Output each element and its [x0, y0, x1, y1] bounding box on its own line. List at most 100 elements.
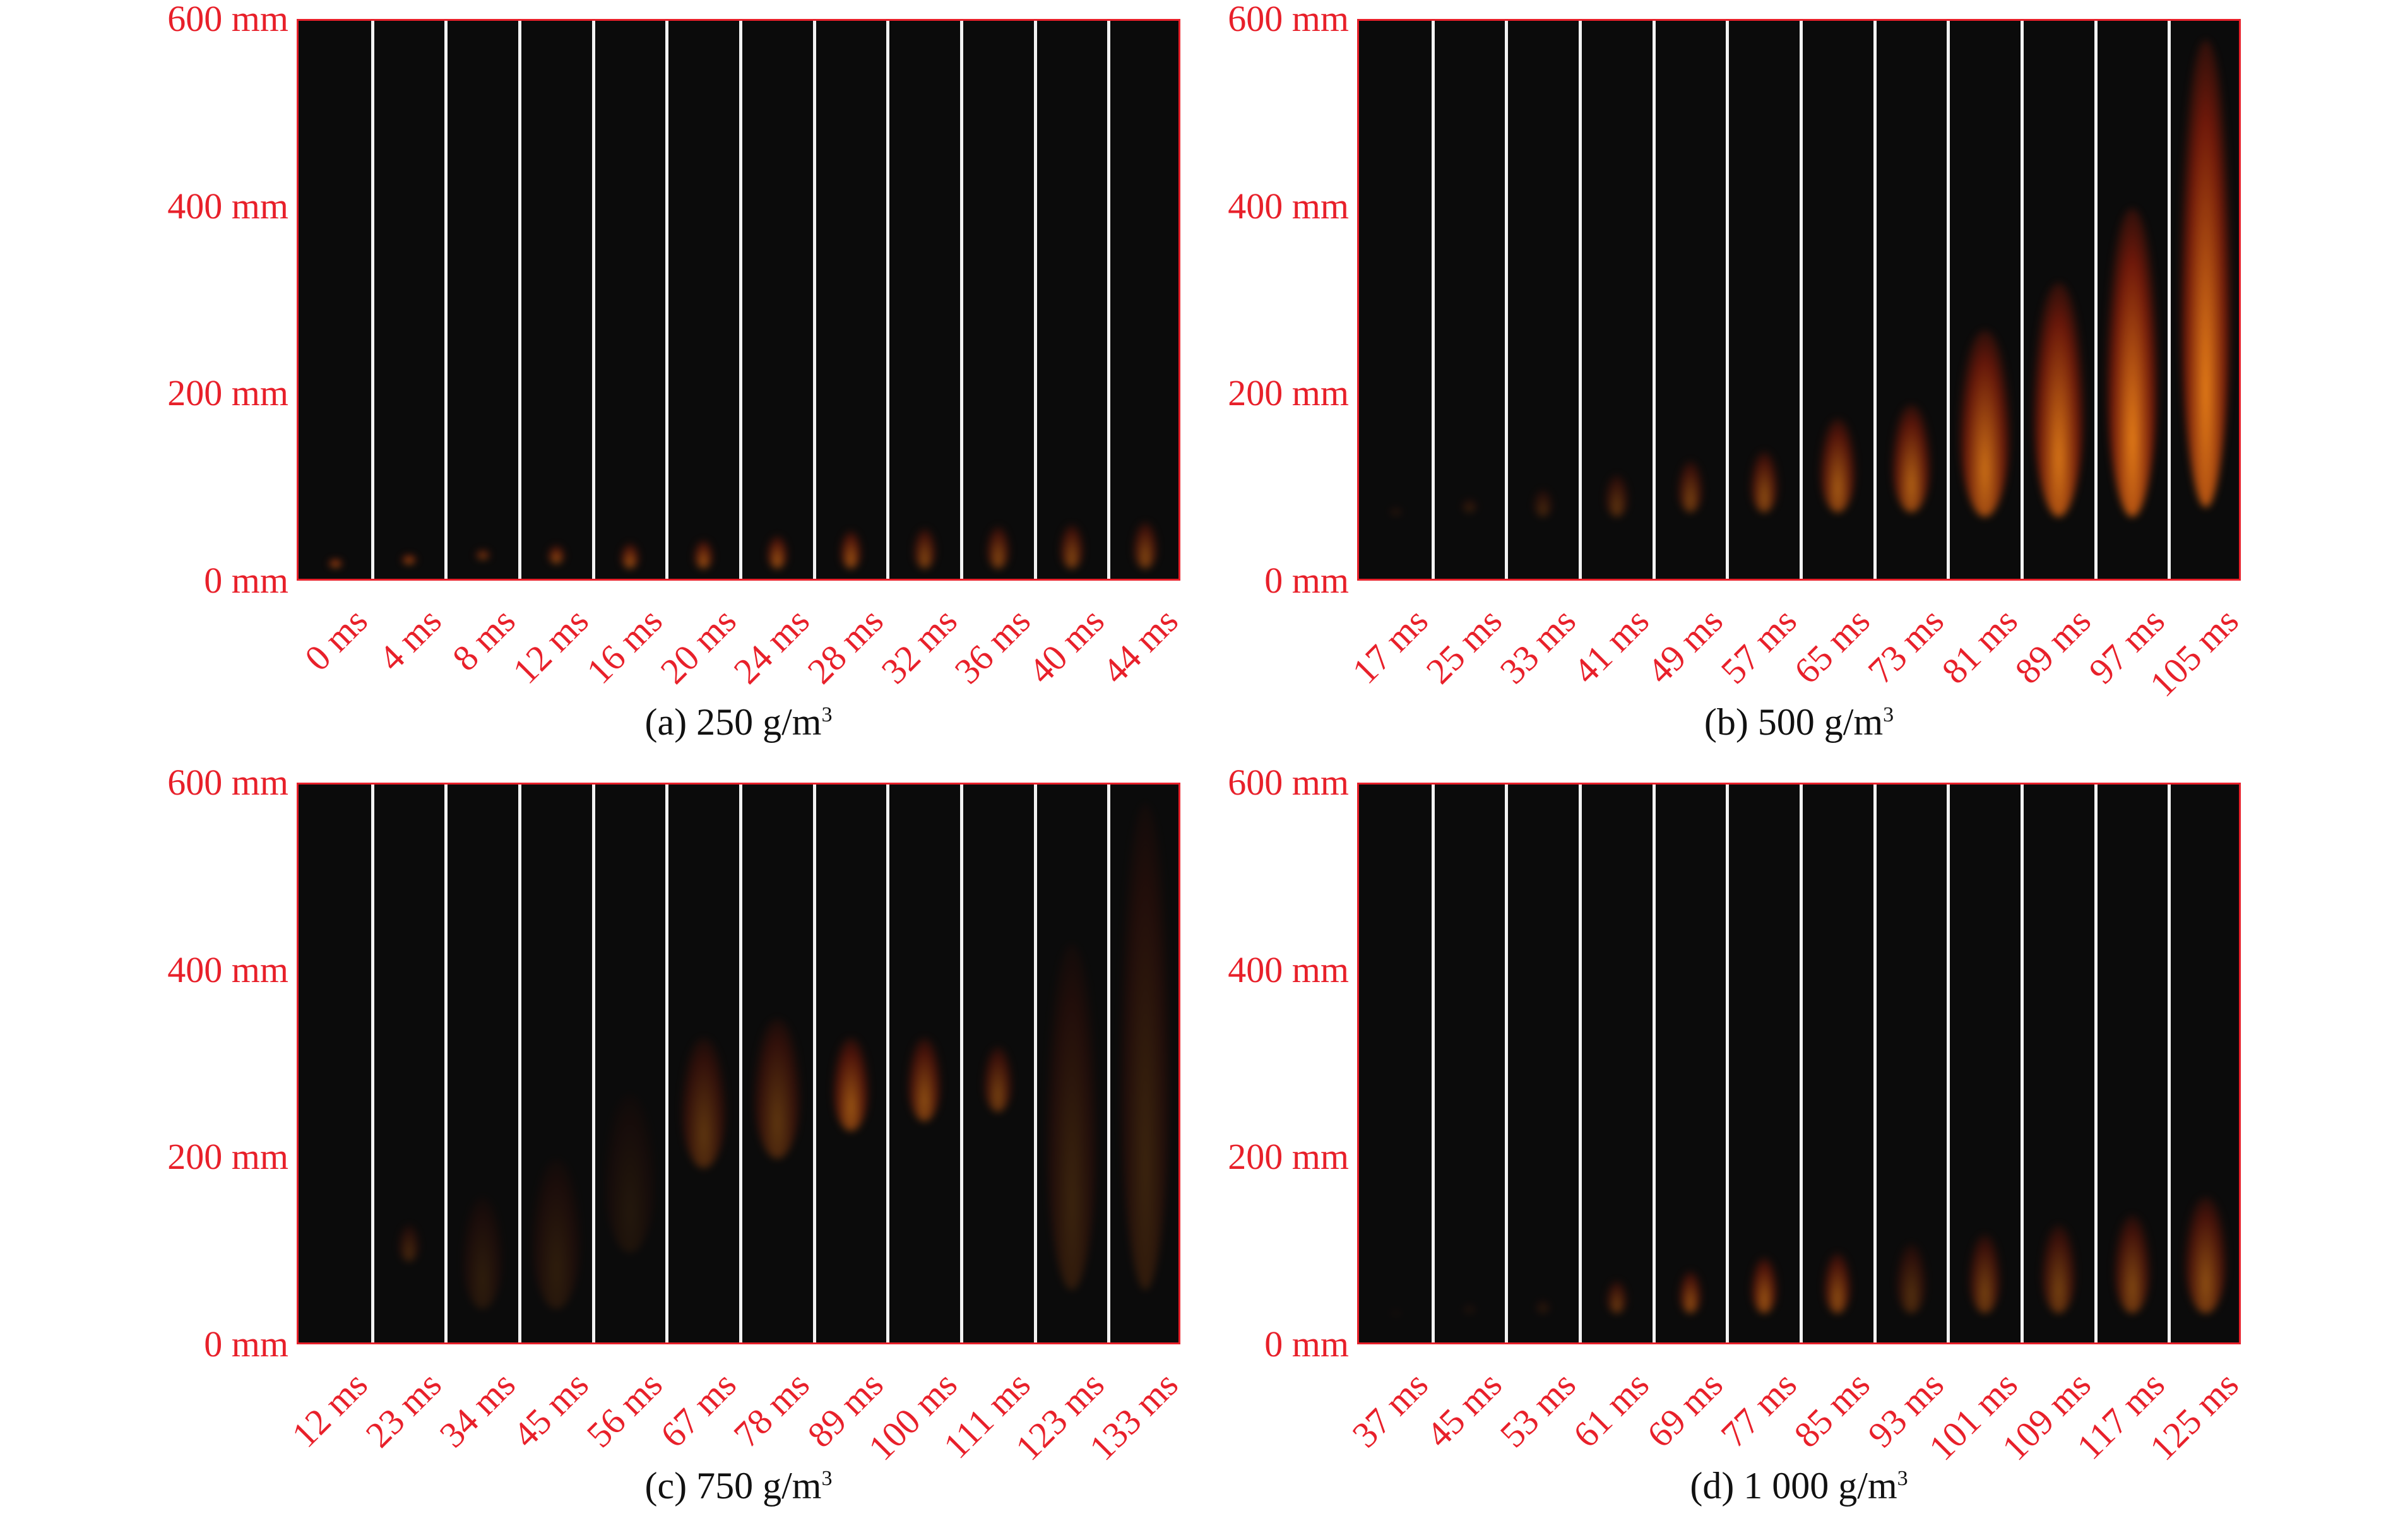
image-sequence: [1357, 783, 2241, 1344]
flame-plume: [1678, 1271, 1702, 1314]
frame-separator: [812, 785, 816, 1342]
y-tick-label: 0 mm: [204, 560, 288, 601]
y-tick-label: 0 mm: [1264, 1324, 1349, 1365]
frame-separator: [2094, 21, 2098, 579]
frame-separator: [1726, 785, 1730, 1342]
flame-plume: [1046, 944, 1098, 1290]
frame-time-label: 77 ms: [1712, 1363, 1805, 1455]
caption-superscript: 3: [1883, 703, 1894, 726]
y-tick-label: 600 mm: [167, 762, 288, 803]
frame-separator: [1431, 785, 1435, 1342]
y-tick-label: 600 mm: [1228, 0, 1349, 39]
panel-b: 600 mm 400 mm 200 mm 0 mm 17 ms 25 ms 33 ms 41 …: [1180, 1, 2348, 776]
flame-plume: [907, 1037, 942, 1122]
frame-separator: [371, 21, 374, 579]
frame-time-label: 12 ms: [283, 1363, 376, 1455]
flame-plume: [766, 535, 788, 569]
flame-plume: [1750, 1257, 1778, 1314]
flame-plume: [1060, 524, 1084, 569]
frame-separator: [886, 21, 890, 579]
frame-separator: [2168, 21, 2171, 579]
flame-plume: [1606, 1281, 1627, 1314]
frame-separator: [812, 21, 816, 579]
y-tick-label: 400 mm: [1228, 949, 1349, 990]
y-tick-label: 600 mm: [1228, 762, 1349, 803]
caption-superscript: 3: [1897, 1467, 1908, 1490]
frame-separator: [739, 785, 742, 1342]
flame-plume: [983, 1046, 1013, 1113]
frame-time-label: 37 ms: [1344, 1363, 1436, 1455]
frame-time-label: 16 ms: [578, 600, 670, 692]
flame-plume: [462, 1196, 503, 1309]
y-tick-label: 400 mm: [167, 949, 288, 990]
flame-plume: [1534, 1299, 1552, 1314]
frame-separator: [1033, 21, 1037, 579]
flame-plume: [2113, 1215, 2151, 1314]
flame-plume: [328, 559, 343, 567]
frame-time-label: 81 ms: [1933, 600, 2026, 692]
frame-separator: [1579, 785, 1582, 1342]
flame-plume: [531, 1159, 581, 1309]
panel-d: 600 mm 400 mm 200 mm 0 mm 37 ms 45 ms 53 ms 61 …: [1180, 764, 2348, 1540]
frame-time-label: 33 ms: [1492, 600, 1584, 692]
frame-separator: [1505, 785, 1509, 1342]
flame-plume: [1462, 1304, 1477, 1314]
frame-time-label: 34 ms: [431, 1363, 523, 1455]
y-tick-label: 600 mm: [167, 0, 288, 39]
frame-separator: [886, 785, 890, 1342]
frame-time-label: 57 ms: [1712, 600, 1805, 692]
flame-plume: [753, 1018, 802, 1159]
caption-text: (b) 500 g/m: [1704, 701, 1884, 743]
flame-plume: [547, 545, 566, 564]
frame-separator: [960, 785, 963, 1342]
frame-time-label: 40 ms: [1020, 600, 1112, 692]
y-tick-label: 0 mm: [1264, 560, 1349, 601]
frame-separator: [1579, 21, 1582, 579]
frame-time-label: 4 ms: [371, 600, 449, 679]
frame-separator: [444, 21, 448, 579]
frame-separator: [1726, 21, 1730, 579]
frame-time-label: 28 ms: [799, 600, 891, 692]
panel-caption: (d) 1 000 g/m3: [1357, 1464, 2241, 1508]
y-tick-label: 200 mm: [167, 1136, 288, 1178]
frame-time-label: 32 ms: [873, 600, 965, 692]
frame-separator: [1107, 785, 1111, 1342]
frame-time-label: 45 ms: [1418, 1363, 1510, 1455]
y-tick-label: 200 mm: [167, 372, 288, 414]
frame-separator: [371, 785, 374, 1342]
caption-text: (a) 250 g/m: [644, 701, 822, 743]
flame-plume: [1133, 521, 1158, 569]
flame-plume: [604, 1093, 656, 1253]
flame-plume: [1461, 498, 1478, 512]
flame-plume: [1677, 461, 1704, 512]
frame-separator: [665, 785, 669, 1342]
frame-time-label: 78 ms: [725, 1363, 817, 1455]
frame-time-label: 89 ms: [2007, 600, 2099, 692]
frame-separator: [1873, 785, 1877, 1342]
frame-separator: [591, 21, 595, 579]
frame-time-label: 23 ms: [357, 1363, 449, 1455]
panel-caption: (b) 500 g/m3: [1357, 701, 2241, 744]
flame-plume: [1388, 507, 1403, 516]
frame-time-label: 20 ms: [652, 600, 744, 692]
frame-separator: [2021, 21, 2024, 579]
frame-separator: [2094, 785, 2098, 1342]
frame-time-label: 36 ms: [946, 600, 1038, 692]
frame-separator: [739, 21, 742, 579]
frame-separator: [1652, 785, 1656, 1342]
flame-plume: [1891, 405, 1932, 512]
frame-time-label: 65 ms: [1786, 600, 1878, 692]
frame-separator: [665, 21, 669, 579]
frame-separator: [2021, 785, 2024, 1342]
flame-plume: [620, 543, 639, 569]
frame-time-label: 53 ms: [1492, 1363, 1584, 1455]
flame-plume: [2033, 283, 2085, 518]
flame-plume: [1896, 1243, 1926, 1314]
frame-separator: [444, 785, 448, 1342]
frame-time-label: 44 ms: [1094, 600, 1186, 692]
frame-time-label: 0 ms: [297, 600, 376, 679]
frame-time-label: 24 ms: [725, 600, 817, 692]
panel-c: 600 mm 400 mm 200 mm 0 mm 12 ms 23 ms 34 ms 45 …: [120, 764, 1288, 1540]
frame-separator: [1800, 21, 1803, 579]
flame-plume: [1824, 1252, 1852, 1314]
